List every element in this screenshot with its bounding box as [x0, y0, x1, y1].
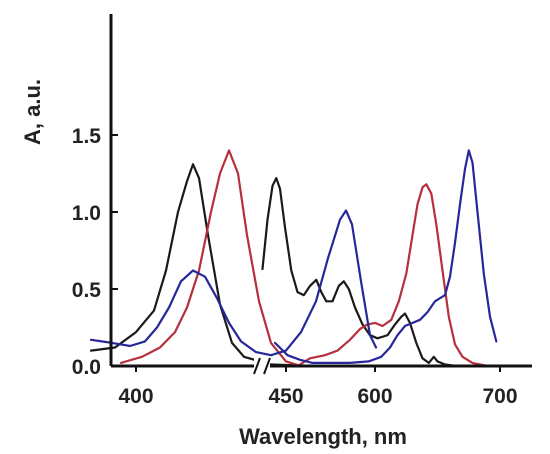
- x-tick-label: 700: [482, 385, 517, 408]
- series-layer: [89, 149, 498, 368]
- series-line-0: [89, 163, 318, 368]
- series-line-2: [119, 149, 303, 368]
- x-tick-label: 450: [268, 385, 303, 408]
- x-tick-label: 400: [118, 385, 153, 408]
- ticks-layer: 0.0 0.5 1.0 1.5 400 450 600 700: [72, 125, 518, 408]
- x-tick-label: 600: [357, 385, 392, 408]
- series-line-3: [298, 183, 489, 368]
- y-tick-label: 1.0: [72, 202, 101, 225]
- series-line-5: [273, 149, 498, 364]
- y-tick-label: 0.0: [72, 356, 101, 379]
- y-axis-title: A, a.u.: [20, 79, 45, 145]
- x-axis-title: Wavelength, nm: [239, 424, 407, 449]
- series-line-1: [261, 177, 458, 368]
- axis-break-mark-2: [263, 357, 271, 375]
- axis-break-mark-1: [253, 357, 261, 375]
- series-line-4: [89, 209, 378, 357]
- y-tick-label: 0.5: [72, 279, 102, 302]
- axes-layer: [109, 14, 532, 376]
- y-tick-label: 1.5: [72, 125, 102, 148]
